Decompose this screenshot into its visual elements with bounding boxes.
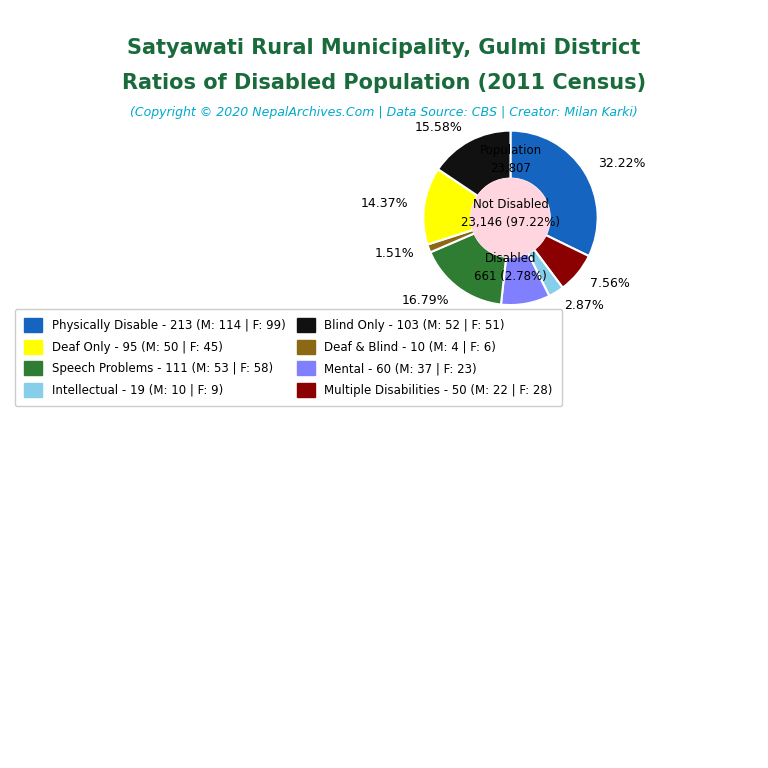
Text: 14.37%: 14.37% [361, 197, 409, 210]
Text: 32.22%: 32.22% [598, 157, 645, 170]
Text: Population
23,807

Not Disabled
23,146 (97.22%)

Disabled
661 (2.78%): Population 23,807 Not Disabled 23,146 (9… [461, 144, 560, 283]
Wedge shape [501, 253, 549, 305]
Wedge shape [423, 169, 478, 244]
Text: Ratios of Disabled Population (2011 Census): Ratios of Disabled Population (2011 Cens… [122, 73, 646, 93]
Wedge shape [438, 131, 511, 196]
Text: 16.79%: 16.79% [402, 294, 449, 307]
Legend: Physically Disable - 213 (M: 114 | F: 99), Deaf Only - 95 (M: 50 | F: 45), Speec: Physically Disable - 213 (M: 114 | F: 99… [15, 309, 562, 406]
Wedge shape [528, 250, 563, 296]
Text: 1.51%: 1.51% [374, 247, 414, 260]
Wedge shape [534, 235, 589, 288]
Text: Satyawati Rural Municipality, Gulmi District: Satyawati Rural Municipality, Gulmi Dist… [127, 38, 641, 58]
Wedge shape [428, 230, 475, 253]
Wedge shape [430, 233, 506, 305]
Text: (Copyright © 2020 NepalArchives.Com | Data Source: CBS | Creator: Milan Karki): (Copyright © 2020 NepalArchives.Com | Da… [130, 106, 638, 119]
Wedge shape [511, 131, 598, 256]
Text: 9.08%: 9.08% [0, 767, 1, 768]
Circle shape [472, 179, 550, 257]
Text: 7.56%: 7.56% [590, 277, 630, 290]
Text: 2.87%: 2.87% [564, 299, 604, 312]
Text: 15.58%: 15.58% [414, 121, 462, 134]
